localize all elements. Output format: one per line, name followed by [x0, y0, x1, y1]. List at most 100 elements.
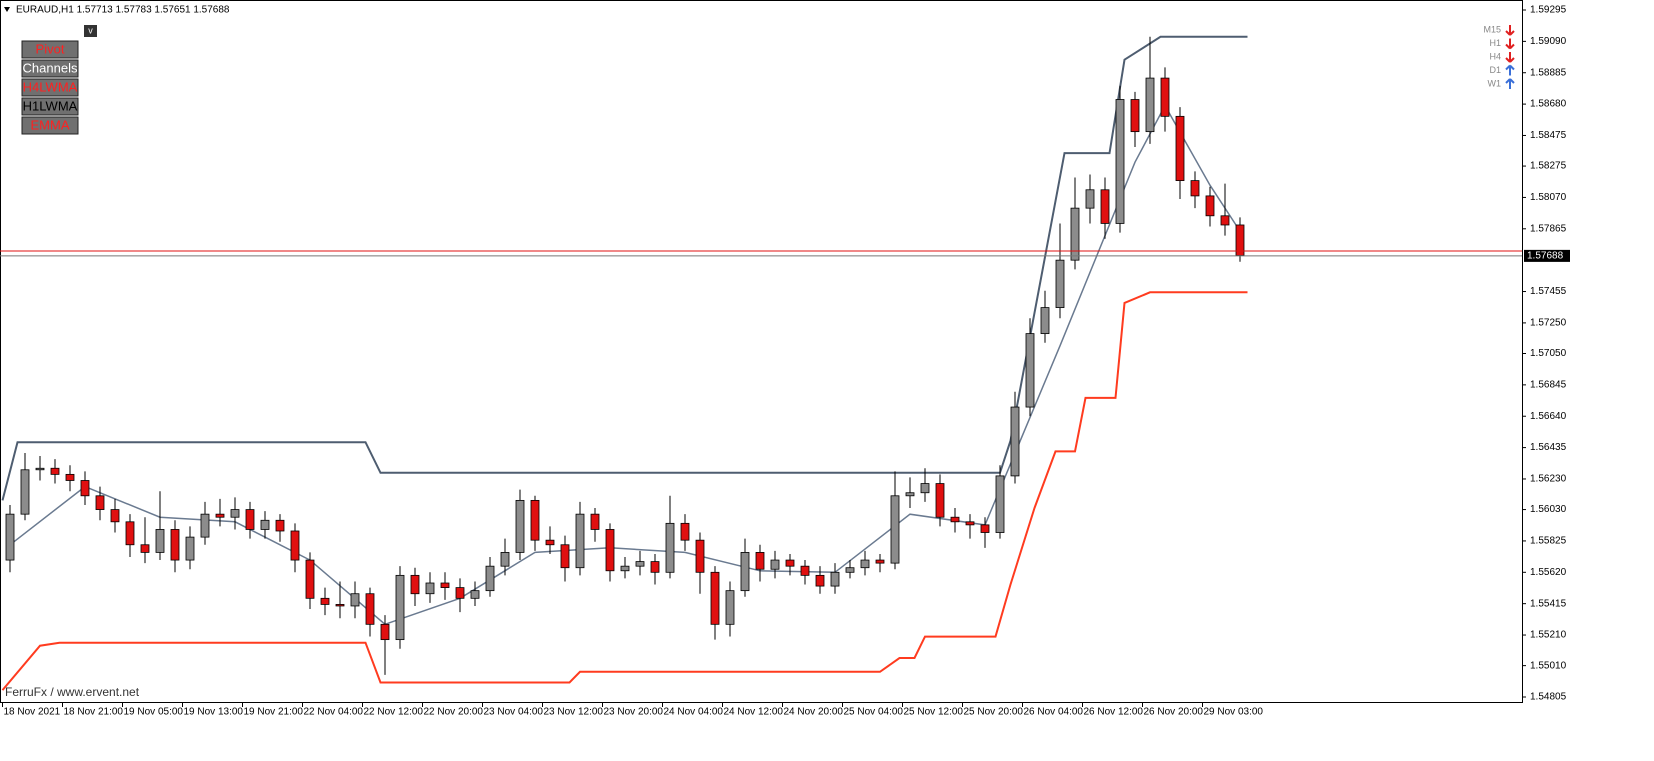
x-tick-label: 23 Nov 20:00	[604, 707, 664, 718]
y-tick-label: 1.59295	[1530, 5, 1567, 16]
candle-body	[515, 499, 525, 553]
candle-body	[245, 509, 255, 530]
menu-triangle	[4, 7, 10, 12]
signal-arrow	[1505, 38, 1515, 50]
candle-body	[1190, 180, 1200, 197]
indicator-button[interactable]	[21, 78, 79, 97]
candle-body	[770, 559, 780, 570]
candle-body	[170, 529, 180, 561]
x-tick-label: 18 Nov 21:00	[64, 707, 124, 718]
x-tick-label: 23 Nov 12:00	[544, 707, 604, 718]
candle-body	[50, 467, 60, 475]
candle-body	[1025, 333, 1035, 408]
indicator-line	[1, 291, 1248, 691]
signal-arrow	[1505, 52, 1515, 63]
x-tick-label: 24 Nov 12:00	[724, 707, 784, 718]
candle-body	[680, 522, 690, 541]
candle-body	[410, 574, 420, 595]
y-tick-label: 1.57050	[1530, 348, 1567, 359]
candle-body	[1100, 189, 1110, 224]
candle-body	[560, 544, 570, 569]
candle-body	[80, 480, 90, 497]
candle-body	[230, 509, 240, 518]
x-tick-label: 18 Nov 2021	[4, 707, 61, 718]
candle-body	[1010, 406, 1020, 477]
indicator-button-label[interactable]: H1LWMA	[23, 98, 78, 113]
x-tick-label: 23 Nov 04:00	[484, 707, 544, 718]
y-tick-label: 1.55620	[1530, 567, 1567, 578]
x-tick-label: 24 Nov 04:00	[664, 707, 724, 718]
candle-body	[335, 604, 345, 607]
indicator-button[interactable]	[21, 97, 79, 116]
y-tick-label: 1.59090	[1530, 36, 1567, 47]
candle-body	[1070, 207, 1080, 261]
y-tick-label: 1.56030	[1530, 504, 1567, 515]
candle-body	[650, 561, 660, 573]
toggle-button[interactable]	[84, 25, 97, 37]
toggle-label[interactable]: v	[88, 25, 93, 35]
candle-body	[950, 516, 960, 523]
plot-frame	[0, 0, 1523, 703]
x-tick-label: 29 Nov 03:00	[1204, 707, 1264, 718]
indicator-button-label[interactable]: EMMA	[31, 117, 70, 132]
indicator-button-label[interactable]: H4LWMA	[23, 79, 78, 94]
candle-body	[635, 561, 645, 567]
indicator-line	[1, 35, 1248, 501]
y-tick-label: 1.57455	[1530, 286, 1567, 297]
candle-body	[800, 565, 810, 576]
candle-body	[200, 513, 210, 538]
candle-body	[185, 536, 195, 561]
x-tick-label: 26 Nov 04:00	[1024, 707, 1084, 718]
x-tick-label: 24 Nov 20:00	[784, 707, 844, 718]
candle-body	[65, 473, 75, 481]
price-label-bg	[1524, 249, 1570, 262]
candle-body	[380, 623, 390, 641]
signal-label: H4	[1489, 51, 1501, 61]
candle-body	[890, 495, 900, 564]
candle-body	[665, 522, 675, 573]
candle-body	[20, 469, 30, 515]
candle-body	[740, 552, 750, 592]
candle-body	[620, 565, 630, 572]
y-tick-label: 1.56435	[1530, 442, 1567, 453]
candle-body	[815, 574, 825, 587]
candle-body	[1160, 77, 1170, 117]
candle-body	[605, 529, 615, 572]
signal-label: M15	[1483, 24, 1501, 34]
signal-arrow	[1505, 78, 1515, 89]
signal-arrow	[1505, 64, 1515, 76]
x-tick-label: 19 Nov 13:00	[184, 707, 244, 718]
indicator-button[interactable]	[21, 40, 79, 59]
signal-label: H1	[1489, 38, 1501, 48]
x-tick-label: 26 Nov 20:00	[1144, 707, 1204, 718]
indicator-button-label[interactable]: Pivot	[36, 41, 65, 56]
candle-body	[920, 483, 930, 494]
candle-body	[725, 590, 735, 625]
x-tick-label: 22 Nov 20:00	[424, 707, 484, 718]
indicator-button[interactable]	[21, 59, 79, 78]
candle-body	[275, 519, 285, 532]
candle-body	[935, 483, 945, 518]
x-tick-label: 19 Nov 21:00	[244, 707, 304, 718]
candle-body	[425, 582, 435, 595]
candle-body	[710, 571, 720, 625]
indicator-button-label[interactable]: Channels	[23, 60, 78, 75]
candle-body	[995, 475, 1005, 533]
candle-body	[110, 509, 120, 523]
signal-label: D1	[1489, 65, 1501, 75]
candle-body	[440, 582, 450, 589]
candle-body	[320, 597, 330, 605]
y-tick-label: 1.56640	[1530, 411, 1567, 422]
signal-label: W1	[1488, 78, 1502, 88]
signal-arrow	[1505, 25, 1515, 36]
candle-body	[485, 565, 495, 592]
y-tick-label: 1.56845	[1530, 380, 1567, 391]
y-tick-label: 1.55210	[1530, 630, 1567, 641]
candle-body	[1040, 307, 1050, 335]
candle-body	[1205, 195, 1215, 217]
candle-body	[755, 552, 765, 570]
candle-body	[1055, 259, 1065, 308]
indicator-button[interactable]	[21, 116, 79, 135]
candle-body	[575, 513, 585, 569]
candle-body	[590, 513, 600, 530]
